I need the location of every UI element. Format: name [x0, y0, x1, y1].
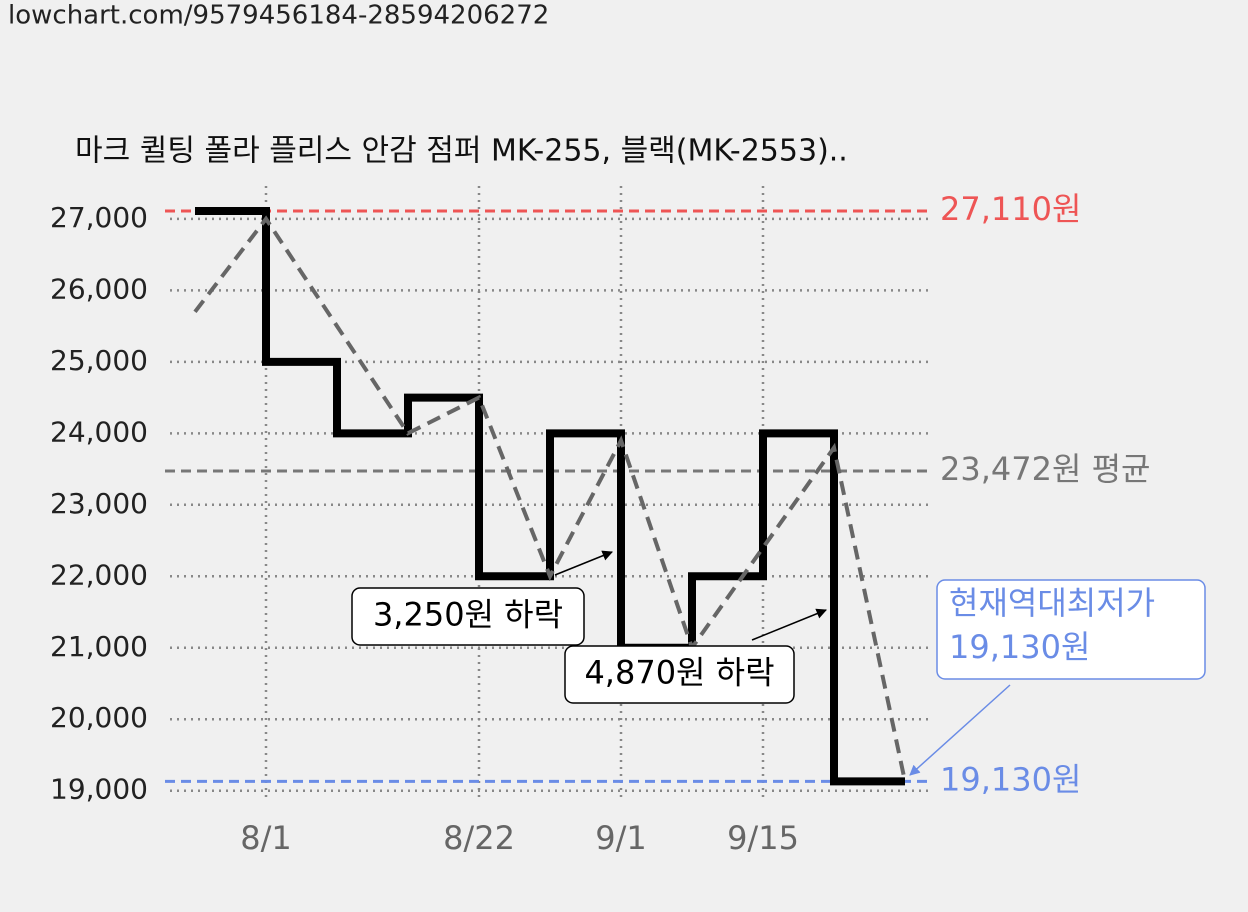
y-tick-label: 27,000	[50, 201, 148, 234]
annotation-arrow	[554, 550, 613, 576]
y-tick-label: 24,000	[50, 415, 148, 448]
y-tick-label: 25,000	[50, 344, 148, 377]
chart-title: 마크 퀼팅 폴라 플리스 안감 점퍼 MK-255, 블랙(MK-2553)..	[75, 134, 848, 169]
annotation-text: 3,250원 하락	[373, 596, 563, 634]
y-tick-label: 23,000	[50, 487, 148, 520]
y-tick-label: 20,000	[50, 701, 148, 734]
annotation-box	[936, 579, 1206, 680]
step-line	[195, 207, 905, 786]
annotation-box	[351, 587, 585, 646]
url: lowchart.com/9579456184-28594206272	[8, 1, 549, 31]
annotation-box	[564, 645, 795, 704]
annotation-text: 현재역대최저가	[949, 584, 1155, 622]
y-tick-label: 21,000	[50, 630, 148, 663]
x-tick-label: 8/22	[443, 819, 515, 857]
y-tick-label: 19,000	[50, 773, 148, 806]
reference-label: 27,110원	[940, 190, 1081, 228]
reference-label: 19,130원	[940, 760, 1081, 798]
annotation-text: 19,130원	[949, 628, 1090, 666]
reference-label: 23,472원 평균	[940, 450, 1150, 488]
annotation-arrow	[909, 684, 1011, 776]
y-tick-label: 22,000	[50, 558, 148, 591]
x-tick-label: 9/1	[595, 819, 647, 857]
annotation-arrow	[751, 608, 827, 641]
trend-line	[193, 215, 907, 782]
annotation-text: 4,870원 하락	[584, 654, 774, 692]
y-tick-label: 26,000	[50, 272, 148, 305]
x-tick-label: 8/1	[240, 819, 292, 857]
x-tick-label: 9/15	[727, 819, 799, 857]
